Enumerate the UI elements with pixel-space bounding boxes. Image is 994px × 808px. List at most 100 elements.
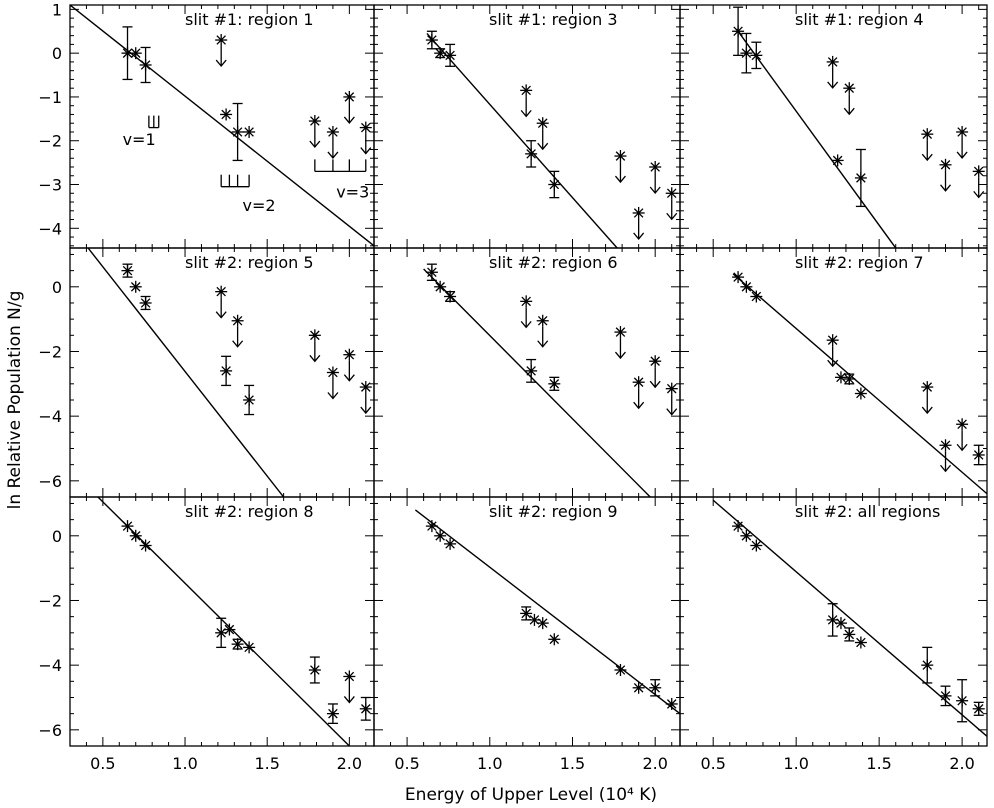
y-tick-label: −4	[38, 407, 62, 426]
fit-line	[97, 497, 350, 746]
y-tick-label: −6	[38, 721, 62, 740]
upper-limit-arrow	[649, 367, 661, 389]
data-point	[854, 171, 867, 184]
upper-limit-point	[520, 295, 533, 308]
y-tick-label: 0	[52, 278, 62, 297]
data-point	[632, 681, 645, 694]
data-point	[243, 393, 256, 406]
data-point	[854, 387, 867, 400]
data-point	[750, 290, 763, 303]
data-point	[308, 664, 321, 677]
fit-line	[732, 273, 987, 495]
upper-limit-arrow	[940, 170, 952, 192]
upper-limit-point	[359, 381, 372, 394]
upper-limit-arrow	[360, 133, 372, 155]
data-point	[425, 520, 438, 533]
upper-limit-arrow	[537, 129, 549, 151]
upper-limit-arrow	[921, 393, 933, 415]
upper-limit-arrow	[343, 102, 355, 124]
panel-title: slit #1: region 3	[489, 10, 618, 29]
upper-limit-arrow	[666, 199, 678, 221]
data-point	[129, 529, 142, 542]
data-point	[972, 448, 985, 461]
y-tick-label: −2	[38, 132, 62, 151]
x-tick-label: 0.5	[700, 754, 725, 773]
upper-limit-arrow	[921, 140, 933, 162]
upper-limit-arrow	[537, 326, 549, 348]
data-point	[129, 47, 142, 60]
x-tick-label: 0.5	[90, 754, 115, 773]
y-tick-label: −6	[38, 472, 62, 491]
panel-title: slit #2: all regions	[795, 502, 940, 521]
data-point	[536, 617, 549, 630]
data-point	[220, 364, 233, 377]
upper-limit-point	[536, 117, 549, 130]
panel-title: slit #1: region 4	[795, 10, 924, 29]
data-point	[220, 108, 233, 121]
data-point	[665, 697, 678, 710]
data-point	[444, 49, 457, 62]
level-label: v=1	[123, 130, 156, 149]
upper-limit-arrow	[973, 177, 985, 199]
data-point	[231, 638, 244, 651]
x-tick-label: 2.0	[337, 754, 362, 773]
upper-limit-point	[665, 382, 678, 395]
upper-limit-point	[614, 326, 627, 339]
panel-frame	[679, 4, 988, 249]
upper-limit-point	[614, 150, 627, 163]
upper-limit-arrow	[633, 388, 645, 410]
upper-limit-arrow	[309, 341, 321, 363]
y-tick-label: 0	[52, 44, 62, 63]
upper-limit-point	[939, 439, 952, 452]
upper-limit-arrow	[956, 430, 968, 452]
upper-limit-arrow	[614, 338, 626, 360]
upper-limit-point	[956, 125, 969, 138]
x-tick-label: 2.0	[642, 754, 667, 773]
upper-limit-point	[972, 165, 985, 178]
panel-frame	[69, 496, 375, 747]
fit-line	[87, 248, 285, 497]
data-point	[525, 147, 538, 160]
data-point	[121, 520, 134, 533]
data-point	[223, 623, 236, 636]
fit-line	[423, 268, 651, 497]
level-label: v=2	[243, 196, 276, 215]
data-point	[750, 49, 763, 62]
upper-limit-point	[215, 34, 228, 47]
upper-limit-point	[308, 115, 321, 128]
panel-title: slit #2: region 8	[185, 502, 314, 521]
upper-limit-arrow	[215, 46, 227, 68]
y-tick-label: 1	[52, 0, 62, 19]
x-tick-label: 1.5	[254, 754, 279, 773]
data-point	[139, 296, 152, 309]
fit-line	[414, 509, 680, 715]
data-point	[956, 694, 969, 707]
data-point	[732, 271, 745, 284]
upper-limit-point	[632, 206, 645, 219]
fit-line	[426, 32, 618, 248]
upper-limit-point	[326, 125, 339, 138]
panel-frame	[679, 496, 988, 747]
data-point	[359, 702, 372, 715]
panel-3: slit #1: region 4	[679, 4, 988, 249]
upper-limit-arrow	[940, 451, 952, 473]
data-point	[750, 539, 763, 552]
y-tick-label: −3	[38, 176, 62, 195]
y-axis-label: ln Relative Population N/g	[5, 291, 25, 510]
upper-limit-arrow	[666, 394, 678, 416]
data-point	[740, 47, 753, 60]
upper-limit-point	[343, 670, 356, 683]
upper-limit-arrow	[520, 307, 532, 329]
panel-2: slit #1: region 3	[373, 4, 681, 249]
y-tick-label: −2	[38, 342, 62, 361]
upper-limit-arrow	[309, 127, 321, 149]
upper-limit-arrow	[614, 162, 626, 184]
panel-1: 1 0 −1 −2 −3 −4 slit #1: region 1 v=1 v=2 v=3	[38, 0, 375, 249]
data-point	[548, 377, 561, 390]
data-point	[740, 529, 753, 542]
x-axis-label: Energy of Upper Level (10⁴ K)	[405, 785, 657, 805]
fit-line	[70, 5, 374, 247]
upper-limit-point	[632, 376, 645, 389]
data-point	[972, 702, 985, 715]
y-tick-label: −4	[38, 219, 62, 238]
